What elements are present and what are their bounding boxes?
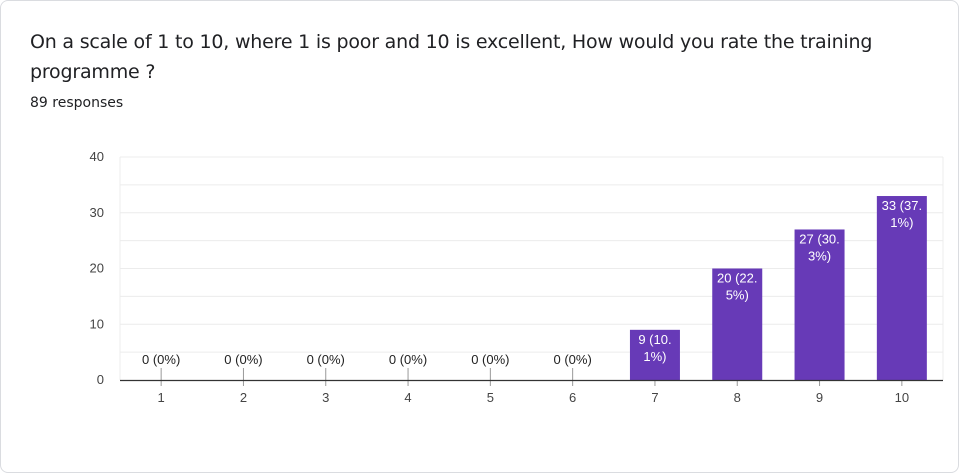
- data-label: 0 (0%): [471, 352, 509, 367]
- question-title: On a scale of 1 to 10, where 1 is poor a…: [30, 31, 873, 83]
- x-tick-label: 2: [240, 390, 247, 405]
- y-tick-label: 40: [90, 149, 104, 164]
- y-tick-label: 0: [97, 372, 104, 387]
- data-label: 5%): [726, 288, 749, 303]
- x-tick-label: 1: [158, 390, 165, 405]
- data-label: 0 (0%): [224, 352, 262, 367]
- data-label: 27 (30.: [799, 231, 839, 246]
- data-label: 9 (10.: [638, 332, 671, 347]
- response-count: 89 responses: [30, 95, 124, 111]
- data-label: 1%): [643, 349, 666, 364]
- data-label: 1%): [890, 215, 913, 230]
- data-label: 33 (37.: [882, 198, 922, 213]
- data-label: 3%): [808, 248, 831, 263]
- x-tick-label: 9: [816, 390, 823, 405]
- bar: [794, 229, 845, 380]
- data-label: 0 (0%): [389, 352, 427, 367]
- x-tick-label: 4: [404, 390, 411, 405]
- data-label: 0 (0%): [307, 352, 345, 367]
- x-tick-label: 3: [322, 390, 329, 405]
- x-tick-label: 5: [487, 390, 494, 405]
- bar: [629, 329, 680, 380]
- bar: [876, 196, 927, 380]
- y-tick-label: 30: [90, 205, 104, 220]
- y-tick-label: 10: [90, 316, 104, 331]
- data-label: 0 (0%): [554, 352, 592, 367]
- data-label: 20 (22.: [717, 271, 757, 286]
- x-tick-label: 6: [569, 390, 576, 405]
- x-tick-label: 8: [734, 390, 741, 405]
- data-label: 0 (0%): [142, 352, 180, 367]
- x-tick-label: 10: [895, 390, 909, 405]
- y-tick-label: 20: [90, 261, 104, 276]
- x-tick-label: 7: [651, 390, 658, 405]
- bar: [712, 268, 763, 380]
